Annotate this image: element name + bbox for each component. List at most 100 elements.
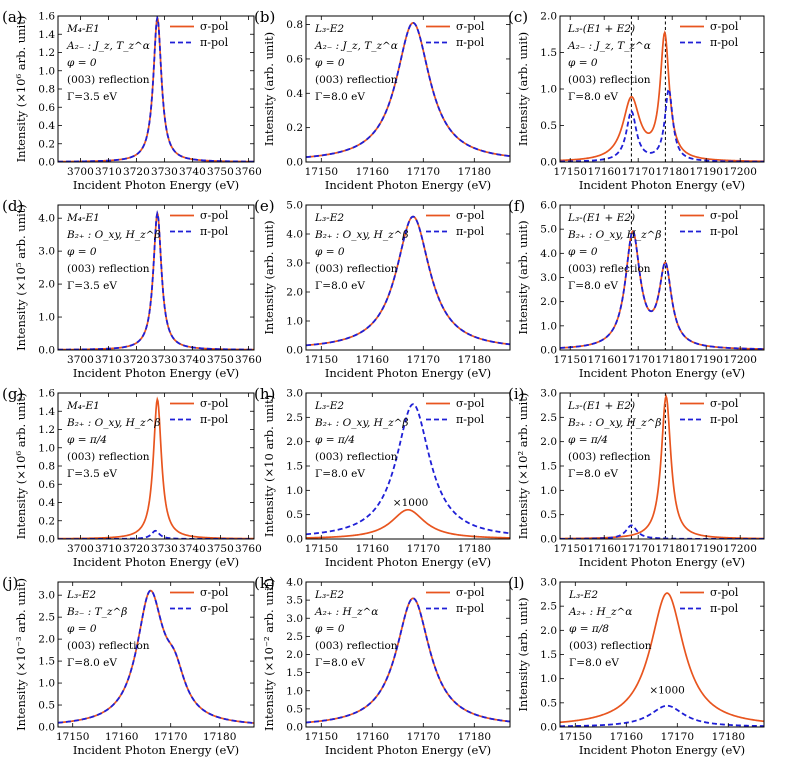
annotation-line: M₄-E1	[66, 23, 100, 35]
annotation-line: Γ=8.0 eV	[67, 657, 117, 669]
series-line-dashed	[560, 229, 764, 350]
x-tick-label: 3760	[235, 166, 262, 178]
y-tick-label: 1.0	[38, 65, 55, 77]
annotation-line: (003) reflection	[569, 640, 652, 652]
legend-label: π-pol	[456, 225, 485, 238]
y-tick-label: 3.0	[286, 613, 303, 625]
annotation-line: (003) reflection	[568, 263, 651, 275]
y-tick-label: 4.0	[286, 229, 303, 241]
y-tick-label: 0.6	[38, 102, 55, 114]
x-tick-label: 3730	[151, 166, 178, 178]
y-axis-label: Intensity (arb. unit)	[516, 597, 530, 711]
x-tick-label: 3750	[207, 166, 234, 178]
chart-panel: 17150 17160 17170 17180 0.0 0.2 0.4 0.6 0.8 Incid…	[254, 8, 511, 192]
y-tick-label: 3.5	[286, 595, 303, 607]
y-tick-label: 1.6	[38, 388, 55, 400]
legend-label: σ-pol	[710, 20, 739, 33]
x-tick-label: 3750	[207, 543, 234, 555]
y-tick-label: 1.6	[38, 11, 55, 23]
chart-panel: 17150 17160 17170 17180 17190 17200 0.0 0.5 1.0 1…	[508, 8, 765, 192]
y-tick-label: 1.4	[38, 29, 55, 41]
annotation-line: L₃-(E1 + E2)	[567, 23, 635, 35]
chart-panel: 17150 17160 17170 17180 0.0 0.5 1.0 1.5 2.0 2.5 3.…	[254, 385, 511, 569]
annotation-line: B₂₊ : O_xy, H_z^β	[66, 417, 160, 429]
annotation-line: φ = 0	[568, 246, 598, 258]
y-tick-label: 1.0	[540, 485, 557, 497]
y-axis-label: Intensity (×10² arb. unit)	[516, 393, 530, 540]
y-tick-label: 0.8	[38, 84, 55, 96]
legend-label: π-pol	[200, 225, 229, 238]
y-tick-label: 1.0	[38, 442, 55, 454]
y-axis-label: Intensity (arb. unit)	[262, 32, 276, 146]
y-tick-label: 6.0	[540, 200, 557, 212]
annotation-line: A₂₊ : H_z^α	[314, 606, 378, 618]
annotation-line: φ = π/4	[568, 434, 608, 446]
annotation-line: (003) reflection	[67, 451, 150, 463]
series-line-dashed	[58, 589, 254, 724]
annotation-line: L₃-E2	[314, 589, 344, 601]
x-axis-label: Incident Photon Energy (eV)	[579, 178, 745, 192]
x-axis-label: Incident Photon Energy (eV)	[325, 555, 491, 569]
annotation-line: A₂₋ : J_z, T_z^α	[66, 40, 150, 52]
x-tick-label: 3750	[207, 354, 234, 366]
x-tick-label: 17200	[723, 354, 756, 366]
panel-letter: (f)	[508, 197, 525, 215]
annotation-line: L₃-E2	[314, 23, 344, 35]
annotation-line: M₄-E1	[66, 212, 100, 224]
panel-letter: (k)	[254, 574, 275, 592]
annotation-line: φ = 0	[315, 246, 345, 258]
y-axis-label: Intensity (×10⁻² arb. unit)	[262, 578, 276, 731]
legend-label: σ-pol	[456, 20, 485, 33]
y-tick-label: 0.4	[38, 120, 55, 132]
x-tick-label: 17160	[356, 354, 389, 366]
y-tick-label: 3.0	[540, 577, 557, 589]
annotation-line: Γ=8.0 eV	[315, 280, 365, 292]
x-tick-label: 3760	[235, 543, 262, 555]
legend-label: σ-pol	[710, 209, 739, 222]
panel-letter: (g)	[2, 385, 23, 403]
series-line-solid	[560, 592, 764, 724]
x-tick-label: 3710	[95, 354, 122, 366]
y-tick-label: 1.0	[286, 485, 303, 497]
x-tick-label: 17170	[621, 543, 654, 555]
y-tick-label: 2.5	[286, 412, 303, 424]
x-tick-label: 17170	[407, 354, 440, 366]
legend-label: σ-pol	[710, 397, 739, 410]
annotation-line: Γ=8.0 eV	[568, 280, 618, 292]
y-tick-label: 2.0	[38, 279, 55, 291]
y-tick-label: 1.5	[540, 649, 557, 661]
series-line-solid	[306, 508, 510, 539]
y-tick-label: 1.5	[540, 47, 557, 59]
y-tick-label: 0.8	[38, 461, 55, 473]
x-tick-label: 3700	[67, 354, 94, 366]
y-axis-label: Intensity (×10⁻³ arb. unit)	[14, 578, 28, 731]
legend-label: σ-pol	[710, 586, 739, 599]
panel-letter: (j)	[2, 574, 18, 592]
legend-label: π-pol	[710, 413, 739, 426]
annotation-line: φ = π/4	[67, 434, 107, 446]
annotation-line: (003) reflection	[67, 74, 150, 86]
legend-label: π-pol	[456, 602, 485, 615]
y-tick-label: 0.0	[286, 345, 303, 357]
y-tick-label: 3.0	[38, 590, 55, 602]
annotation-line: (003) reflection	[67, 640, 150, 652]
panel-letter: (h)	[254, 385, 275, 403]
annotation-line: (003) reflection	[315, 263, 398, 275]
plot-frame	[57, 204, 255, 351]
annotation-line: A₂₋ : J_z, T_z^α	[314, 40, 398, 52]
x-tick-label: 17180	[458, 543, 491, 555]
y-tick-label: 0.0	[286, 157, 303, 169]
y-tick-label: 1.5	[540, 461, 557, 473]
x-tick-label: 3720	[123, 543, 150, 555]
y-tick-label: 0.5	[540, 697, 557, 709]
chart-panel: 17150 17160 17170 17180 0.0 0.5 1.0 1.5 2.0 2.5 3.…	[508, 574, 765, 757]
y-tick-label: 0.8	[286, 19, 303, 31]
annotation-line: A₂₋ : J_z, T_z^α	[567, 40, 651, 52]
y-tick-label: 1.2	[38, 424, 55, 436]
y-tick-label: 0.6	[286, 53, 303, 65]
annotation-line: Γ=3.5 eV	[67, 280, 117, 292]
x-tick-label: 17150	[305, 166, 338, 178]
x-tick-label: 3760	[235, 354, 262, 366]
panel-letter: (e)	[254, 197, 275, 215]
x-axis-label: Incident Photon Energy (eV)	[325, 178, 491, 192]
